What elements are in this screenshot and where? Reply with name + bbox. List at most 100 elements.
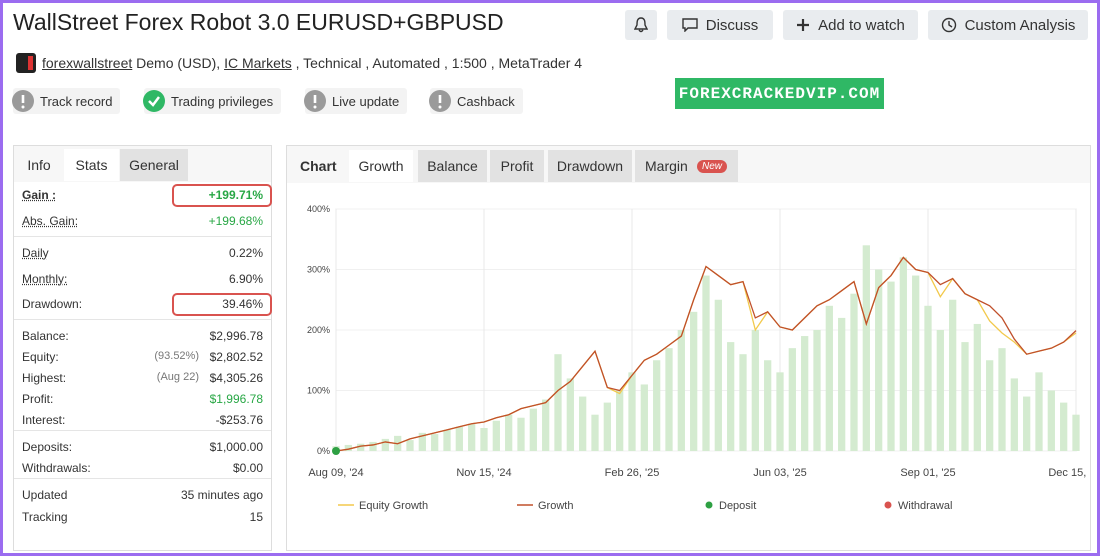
exclaim [21,95,25,109]
stat-label: Updated [22,487,68,502]
check [148,96,160,107]
bar [936,330,944,451]
x-tick-label: Sep 01, '25 [900,467,955,479]
bar [529,408,537,451]
bar [949,299,957,451]
legend-label: Growth [538,500,573,512]
bar [455,426,463,451]
x-tick-label: Nov 15, '24 [456,467,511,479]
stats-tab[interactable]: Info [27,157,51,173]
broker-link[interactable]: IC Markets [224,55,292,71]
bar [801,336,809,451]
stat-value: $0.00 [232,460,263,475]
highlight-box [172,293,272,316]
bar [492,420,500,451]
tab-label: Profit [500,158,534,174]
stats-panel: Info Stats General Gain : +199.71% Abs. Gain:… [13,145,272,551]
chart-tab[interactable]: Balance [418,150,487,182]
chart-panel: 0% 100% 200% 300% 400% Aug 09, '24 Nov 15, '24… [286,145,1091,551]
warning-icon [304,90,326,112]
bar [554,354,562,451]
chart-tab[interactable]: Profit [490,150,544,182]
tab-label: Growth [358,158,404,174]
stat-value: 39.46% [222,297,263,311]
tab-label: Balance [427,158,478,174]
bar [542,399,550,451]
stat-value: -$253.76 [215,412,263,427]
stats-tab[interactable]: General [120,149,188,181]
bar [764,360,772,451]
bar [875,269,883,451]
bar [961,342,969,451]
y-tick-label: 0% [317,446,330,456]
subtitle: forexwallstreet Demo (USD), IC Markets ,… [42,55,582,71]
bar [986,360,994,451]
legend-label: Deposit [719,500,756,512]
legend-swatch [884,501,892,509]
bell-button[interactable] [625,10,657,40]
bar [714,299,722,451]
bar [727,342,735,451]
bar [862,245,870,451]
line [335,256,1077,452]
author-link[interactable]: forexwallstreet [42,55,133,71]
bar [357,443,365,451]
bar [591,414,599,451]
watch-button[interactable]: Add to watch [783,10,918,40]
stat-label: Daily [22,246,49,260]
tab-label: Margin [645,158,688,174]
bar [850,293,858,451]
y-tick-label: 400% [307,204,330,214]
bar [1023,396,1031,451]
stat-value: $1,000.00 [209,439,263,454]
stat-note: (93.52%) [154,349,199,362]
account-type: Demo (USD), [136,55,221,71]
bar [1047,390,1055,451]
bar [443,429,451,451]
stat-value: 6.90% [228,271,263,286]
button-label: Discuss [705,16,759,34]
stat-label: Drawdown: [22,297,83,311]
bar [653,360,661,451]
x-tick-label: Dec 15, '25 [1048,467,1088,479]
separator [14,429,271,431]
chart-tab[interactable]: Growth [349,150,413,182]
analysis-button[interactable]: Custom Analysis [928,10,1088,40]
x-tick-label: Feb 26, '25 [605,467,660,479]
stat-value: $1,996.78 [209,391,263,406]
clock-icon [941,17,956,33]
bar [677,330,685,451]
badge: Live update [304,88,408,114]
bar [579,396,587,451]
chart-tab[interactable]: Drawdown [548,150,632,182]
chart: 0% 100% 200% 300% 400% Aug 09, '24 Nov 15, '24… [307,204,1088,512]
button-label: Add to watch [818,16,905,34]
stats-tab[interactable]: Stats [64,149,119,181]
badge-label: Track record [40,93,113,109]
check-icon [143,90,165,112]
bar [505,414,513,451]
y-tick-label: 200% [307,325,330,335]
badge: Trading privileges [143,88,282,114]
bar [517,417,525,451]
chart-label: Chart [300,158,337,174]
stat-value: $2,802.52 [209,349,263,364]
legend-label: Withdrawal [898,500,952,512]
y-tick-label: 300% [307,265,330,275]
stat-value: +199.71% [208,188,263,202]
bar [924,305,932,451]
discuss-button[interactable]: Discuss [667,10,773,40]
badge-label: Live update [332,93,400,109]
badge-label: Cashback [457,93,515,109]
bar [751,330,759,451]
stat-label: Withdrawals: [22,460,91,475]
chat-icon [682,18,698,32]
separator [14,318,271,320]
stat-label: Tracking [22,509,68,524]
bar [776,372,784,451]
stat-label: Highest: [22,370,67,385]
bar [887,281,895,451]
stat-label: Profit: [22,391,54,406]
stat-label: Monthly: [22,271,68,286]
bar [1010,378,1018,451]
